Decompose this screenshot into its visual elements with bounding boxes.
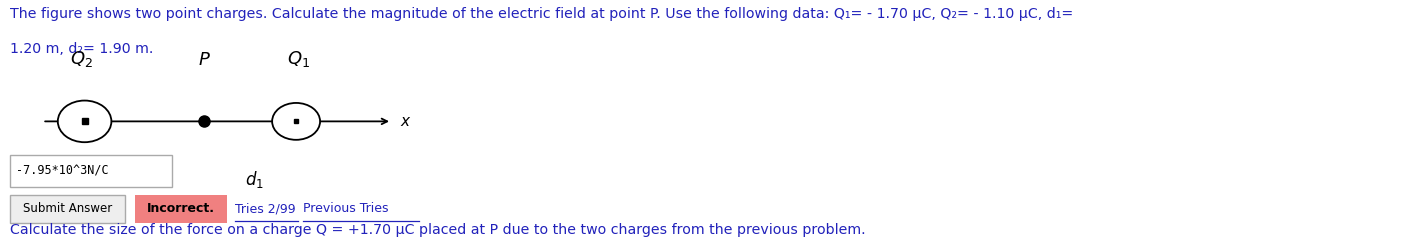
Text: 1.20 m, d₂= 1.90 m.: 1.20 m, d₂= 1.90 m. — [10, 42, 154, 56]
Text: $\mathit{x}$: $\mathit{x}$ — [400, 114, 412, 129]
FancyBboxPatch shape — [10, 155, 172, 187]
Text: Submit Answer: Submit Answer — [23, 203, 113, 215]
Text: $\mathit{d}_2$: $\mathit{d}_2$ — [140, 169, 158, 190]
Text: $\mathit{Q}_2$: $\mathit{Q}_2$ — [70, 49, 93, 69]
FancyBboxPatch shape — [10, 195, 125, 223]
Text: The figure shows two point charges. Calculate the magnitude of the electric fiel: The figure shows two point charges. Calc… — [10, 7, 1073, 21]
Text: Calculate the size of the force on a charge Q = +1.70 μC placed at P due to the : Calculate the size of the force on a cha… — [10, 223, 866, 237]
Ellipse shape — [272, 103, 320, 140]
Text: Tries 2/99: Tries 2/99 — [235, 203, 300, 215]
Text: $\mathit{d}_1$: $\mathit{d}_1$ — [245, 169, 264, 190]
Text: Previous Tries: Previous Tries — [303, 203, 389, 215]
Ellipse shape — [58, 101, 111, 142]
FancyBboxPatch shape — [135, 195, 227, 223]
Text: -7.95*10^3N/C: -7.95*10^3N/C — [16, 164, 109, 177]
Text: $\mathit{P}$: $\mathit{P}$ — [197, 51, 211, 69]
Text: $\mathit{Q}_1$: $\mathit{Q}_1$ — [288, 49, 310, 69]
Text: Incorrect.: Incorrect. — [147, 203, 216, 215]
